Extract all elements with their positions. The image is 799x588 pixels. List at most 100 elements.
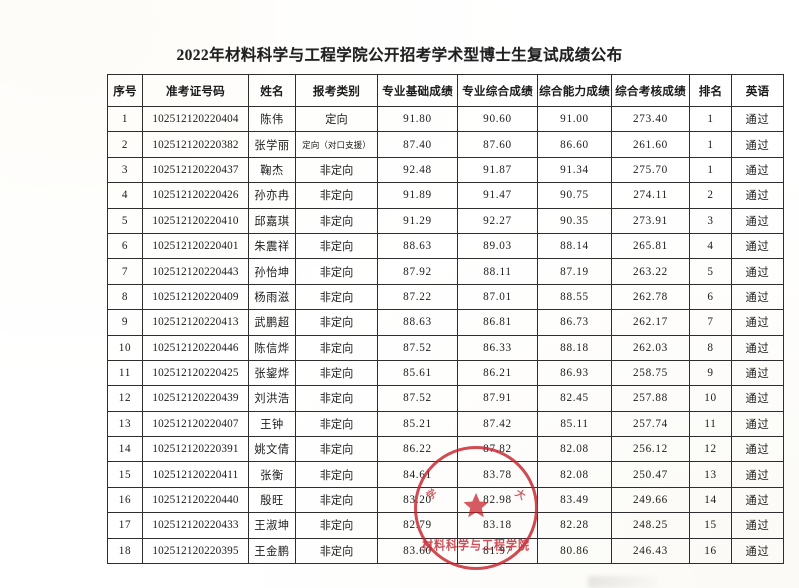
cell-comp: 81.97 — [457, 537, 538, 565]
table-row: 10 102512120220446 陈信烨 非定向 87.52 86.33 88.18 26… — [107, 334, 784, 361]
cell-base: 88.63 — [377, 309, 458, 336]
cell-id: 102512120220410 — [142, 207, 249, 234]
cell-base: 87.92 — [377, 258, 458, 285]
cell-base: 87.52 — [377, 334, 458, 361]
cell-abil: 87.19 — [537, 258, 612, 285]
cell-base: 87.22 — [377, 283, 458, 311]
cell-eng: 通过 — [731, 105, 784, 133]
cell-seq: 12 — [107, 385, 143, 412]
cell-id: 102512120220440 — [142, 486, 249, 514]
cell-eng: 通过 — [731, 410, 784, 438]
cell-base: 92.48 — [377, 156, 458, 184]
column-header-total-score: 综合考核成绩 — [611, 74, 690, 107]
cell-seq: 4 — [107, 182, 143, 209]
cell-rank: 14 — [689, 486, 732, 514]
cell-cat: 非定向 — [295, 334, 378, 361]
cell-cat: 非定向 — [295, 258, 378, 285]
cell-eng: 通过 — [731, 182, 784, 209]
cell-eng: 通过 — [731, 385, 784, 412]
cell-base: 87.52 — [377, 385, 458, 412]
cell-abil: 88.14 — [537, 232, 612, 260]
cell-total: 262.03 — [611, 334, 690, 361]
cell-id: 102512120220401 — [142, 232, 249, 260]
cell-eng: 通过 — [731, 537, 784, 565]
cell-rank: 15 — [689, 512, 732, 539]
cell-rank: 8 — [689, 334, 732, 361]
cell-rank: 5 — [689, 258, 732, 285]
cell-eng: 通过 — [731, 334, 784, 361]
cell-total: 249.66 — [611, 486, 690, 514]
cell-abil: 80.86 — [537, 537, 612, 565]
column-header-english: 英语 — [731, 74, 784, 107]
cell-comp: 90.60 — [457, 105, 538, 133]
cell-base: 84.61 — [377, 461, 458, 488]
cell-name: 鞠杰 — [248, 156, 296, 184]
cell-cat: 非定向 — [295, 486, 378, 514]
table-row: 5 102512120220410 邱嘉琪 非定向 91.29 92.27 90.35 273… — [107, 207, 784, 234]
scan-smudge — [588, 576, 658, 588]
cell-base: 86.22 — [377, 436, 458, 463]
cell-cat: 非定向 — [295, 410, 378, 438]
cell-seq: 5 — [107, 207, 143, 234]
cell-seq: 10 — [107, 334, 143, 361]
cell-cat: 非定向 — [295, 436, 378, 463]
table-row: 1 102512120220404 陈伟 定向 91.80 90.60 91.00 273.4… — [107, 105, 784, 133]
cell-base: 87.40 — [377, 131, 458, 158]
table-row: 15 102512120220411 张衡 非定向 84.61 83.78 82.08 250… — [107, 461, 784, 488]
cell-comp: 88.11 — [457, 258, 538, 285]
table-row: 16 102512120220440 殷旺 非定向 83.20 82.98 83.49 249… — [107, 486, 784, 514]
cell-total: 265.81 — [611, 232, 690, 260]
cell-seq: 6 — [107, 232, 143, 260]
cell-rank: 12 — [689, 436, 732, 463]
table-header: 序号 准考证号码 姓名 报考类别 专业基础成绩 专业综合成绩 综合能力成绩 综合… — [107, 74, 784, 107]
cell-cat: 非定向 — [295, 182, 378, 209]
cell-total: 262.78 — [611, 283, 690, 311]
cell-comp: 87.82 — [457, 436, 538, 463]
cell-base: 85.21 — [377, 410, 458, 438]
cell-id: 102512120220409 — [142, 283, 249, 311]
cell-eng: 通过 — [731, 207, 784, 234]
cell-name: 姚文倩 — [248, 436, 296, 463]
cell-eng: 通过 — [731, 512, 784, 539]
cell-total: 275.70 — [611, 156, 690, 184]
cell-name: 张衡 — [248, 461, 296, 488]
cell-total: 261.60 — [611, 131, 690, 158]
cell-abil: 85.11 — [537, 410, 612, 438]
cell-comp: 91.47 — [457, 182, 538, 209]
cell-id: 102512120220404 — [142, 105, 249, 133]
cell-seq: 1 — [107, 105, 143, 133]
cell-base: 88.63 — [377, 232, 458, 260]
cell-name: 邱嘉琪 — [248, 207, 296, 234]
table-row: 12 102512120220439 刘洪浩 非定向 87.52 87.91 82.45 25… — [107, 385, 784, 412]
cell-comp: 87.01 — [457, 283, 538, 311]
cell-rank: 16 — [689, 537, 732, 565]
cell-name: 陈伟 — [248, 105, 296, 133]
cell-rank: 7 — [689, 309, 732, 336]
cell-eng: 通过 — [731, 258, 784, 285]
column-header-base-score: 专业基础成绩 — [377, 74, 458, 107]
cell-id: 102512120220407 — [142, 410, 249, 438]
cell-total: 248.25 — [611, 512, 690, 539]
table-row: 7 102512120220443 孙怡坤 非定向 87.92 88.11 87.19 263… — [107, 258, 784, 285]
column-header-category: 报考类别 — [295, 74, 378, 107]
cell-base: 83.20 — [377, 486, 458, 514]
cell-seq: 18 — [107, 537, 143, 565]
cell-base: 83.60 — [377, 537, 458, 565]
column-header-id: 准考证号码 — [142, 74, 249, 107]
cell-id: 102512120220391 — [142, 436, 249, 463]
cell-seq: 11 — [107, 359, 143, 387]
cell-eng: 通过 — [731, 283, 784, 311]
cell-cat: 非定向 — [295, 232, 378, 260]
cell-eng: 通过 — [731, 156, 784, 184]
cell-id: 102512120220425 — [142, 359, 249, 387]
cell-comp: 91.87 — [457, 156, 538, 184]
cell-cat: 非定向 — [295, 385, 378, 412]
table-row: 18 102512120220395 王金鹏 非定向 83.60 81.97 80.86 24… — [107, 537, 784, 565]
cell-total: 262.17 — [611, 309, 690, 336]
cell-comp: 86.33 — [457, 334, 538, 361]
cell-name: 张学丽 — [248, 131, 296, 158]
cell-seq: 8 — [107, 283, 143, 311]
grade-table-container: 序号 准考证号码 姓名 报考类别 专业基础成绩 专业综合成绩 综合能力成绩 综合… — [107, 74, 784, 565]
cell-cat: 非定向 — [295, 309, 378, 336]
table-row: 13 102512120220407 王钟 非定向 85.21 87.42 85.11 257… — [107, 410, 784, 438]
